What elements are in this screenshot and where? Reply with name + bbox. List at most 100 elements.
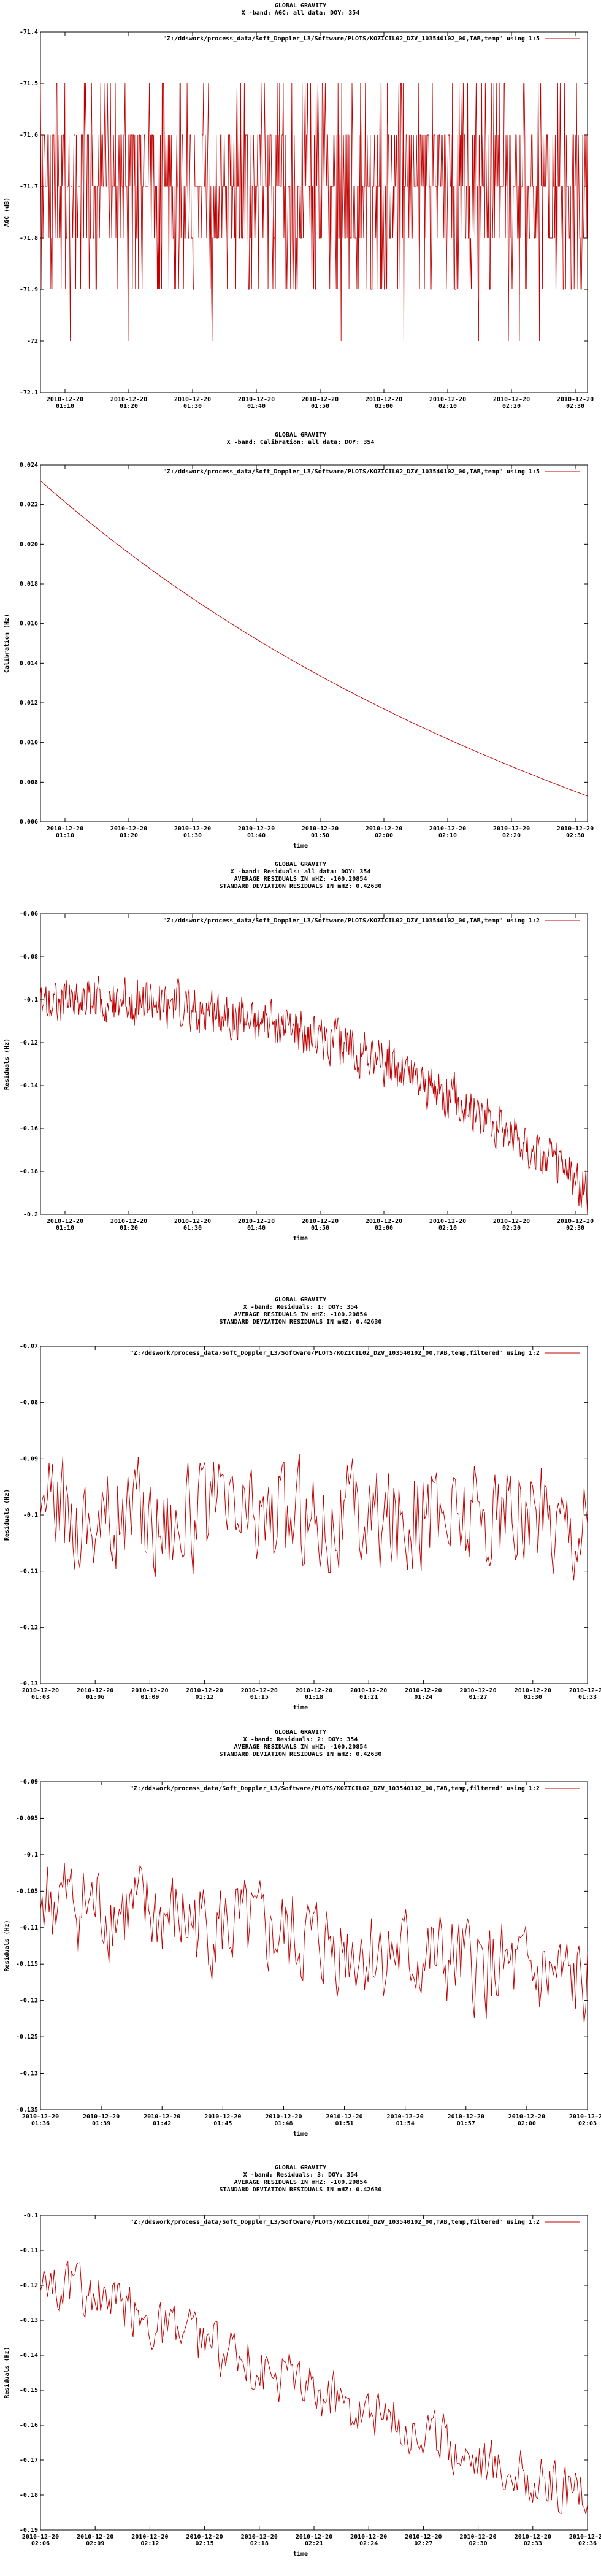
x-tick-label: 2010-12-20: [405, 1687, 442, 1694]
x-tick-label: 02:30: [566, 832, 584, 839]
series-line: [40, 83, 588, 342]
chart-title-line: AVERAGE RESIDUALS IN mHZ: -100.20854: [234, 876, 367, 883]
y-tick-label: 0.008: [20, 779, 38, 786]
x-tick-label: 2010-12-20: [366, 826, 402, 832]
chart-title-line: X -band: Residuals: 3: DOY: 354: [243, 2171, 358, 2179]
y-tick-label: -0.13: [20, 1681, 38, 1687]
x-tick-label: 02:15: [196, 2540, 214, 2547]
chart-title-line: STANDARD DEVIATION RESIDUALS IN mHZ: 0.4…: [220, 2187, 382, 2193]
x-tick-label: 02:18: [250, 2540, 269, 2547]
x-tick-label: 2010-12-20: [429, 396, 466, 403]
y-tick-label: 0.022: [20, 502, 38, 508]
legend-label: "Z:/ddswork/process_data/Soft_Doppler_L3…: [130, 1785, 540, 1792]
y-tick-label: -0.1: [23, 2212, 38, 2219]
x-tick-label: 2010-12-20: [131, 1687, 168, 1694]
x-tick-label: 01:09: [140, 1694, 159, 1701]
y-tick-label: -0.095: [16, 1815, 38, 1822]
x-tick-label: 02:12: [140, 2540, 159, 2547]
y-tick-label: -0.18: [20, 2492, 38, 2499]
chart-title-line: X -band: Residuals: all data: DOY: 354: [231, 868, 371, 875]
x-tick-label: 2010-12-20: [174, 396, 211, 403]
x-tick-label: 01:54: [396, 2120, 415, 2127]
x-tick-label: 2010-12-20: [448, 2114, 484, 2120]
y-axis-label: Calibration (Hz): [3, 614, 10, 673]
x-tick-label: 2010-12-20: [47, 1218, 83, 1225]
x-tick-label: 01:30: [183, 403, 202, 410]
x-tick-label: 02:36: [578, 2540, 597, 2547]
y-tick-label: 0.020: [20, 541, 38, 548]
x-tick-label: 2010-12-20: [387, 2114, 424, 2120]
y-tick-label: 0.018: [20, 581, 38, 588]
x-tick-label: 02:06: [31, 2540, 50, 2547]
x-tick-label: 2010-12-20: [296, 1687, 332, 1694]
x-tick-label: 01:30: [524, 1694, 542, 1701]
x-tick-label: 2010-12-20: [569, 2534, 601, 2540]
x-tick-label: 02:10: [438, 1225, 457, 1232]
y-tick-label: -0.19: [20, 2527, 38, 2534]
x-tick-label: 02:30: [469, 2540, 488, 2547]
y-tick-label: -0.1: [23, 1852, 38, 1858]
x-tick-label: 2010-12-20: [350, 1687, 387, 1694]
chart-title-line: X -band: Residuals: 2: DOY: 354: [243, 1736, 358, 1743]
x-tick-label: 2010-12-20: [515, 2534, 551, 2540]
y-tick-label: -0.12: [20, 1998, 38, 2004]
y-tick-label: -0.115: [16, 1961, 38, 1968]
x-tick-label: 02:10: [438, 832, 457, 839]
x-tick-label: 02:24: [359, 2540, 378, 2547]
x-tick-label: 2010-12-20: [47, 826, 83, 832]
x-tick-label: 2010-12-20: [238, 396, 275, 403]
x-tick-label: 2010-12-20: [493, 396, 530, 403]
plot-frame: [40, 31, 588, 393]
x-tick-label: 01:40: [247, 1225, 266, 1232]
y-axis-label: Residuals (Hz): [3, 1038, 10, 1090]
x-tick-label: 2010-12-20: [22, 2114, 59, 2120]
x-tick-label: 2010-12-20: [459, 2534, 496, 2540]
x-axis-label: time: [293, 1704, 308, 1711]
x-tick-label: 2010-12-20: [77, 1687, 113, 1694]
y-tick-label: 0.016: [20, 621, 38, 627]
x-tick-label: 01:10: [56, 1225, 74, 1232]
x-tick-label: 01:21: [359, 1694, 378, 1701]
x-tick-label: 2010-12-20: [265, 2114, 302, 2120]
series-line: [40, 480, 588, 797]
x-tick-label: 01:40: [247, 832, 266, 839]
x-tick-label: 2010-12-20: [83, 2114, 120, 2120]
x-tick-label: 01:36: [31, 2120, 50, 2127]
x-tick-label: 2010-12-20: [569, 2114, 601, 2120]
chart-title-line: X -band: Residuals: 1: DOY: 354: [243, 1303, 358, 1311]
y-axis-label: AGC (dB): [4, 197, 10, 227]
y-tick-label: -0.11: [20, 1568, 38, 1575]
x-tick-label: 02:20: [502, 403, 521, 410]
x-tick-label: 02:27: [414, 2540, 432, 2547]
y-tick-label: 0.024: [20, 462, 38, 469]
x-tick-label: 2010-12-20: [110, 396, 147, 403]
x-tick-label: 01:20: [120, 1225, 138, 1232]
y-tick-label: -0.12: [20, 1624, 38, 1631]
x-tick-label: 2010-12-20: [110, 826, 147, 832]
x-tick-label: 02:00: [375, 1225, 393, 1232]
chart-title-line: AVERAGE RESIDUALS IN mHZ: -100.20854: [234, 2179, 367, 2186]
series-line: [40, 2260, 588, 2515]
x-tick-label: 2010-12-20: [493, 1218, 530, 1225]
y-tick-label: -0.125: [16, 2034, 38, 2041]
x-tick-label: 01:20: [120, 832, 138, 839]
y-tick-label: -0.11: [20, 1925, 38, 1931]
x-tick-label: 01:51: [335, 2120, 354, 2127]
x-tick-label: 01:42: [153, 2120, 171, 2127]
chart-title-line: STANDARD DEVIATION RESIDUALS IN mHZ: 0.4…: [220, 883, 382, 890]
x-tick-label: 2010-12-20: [174, 1218, 211, 1225]
x-tick-label: 2010-12-20: [557, 1218, 594, 1225]
chart-title-line: AVERAGE RESIDUALS IN mHZ: -100.20854: [234, 1744, 367, 1750]
x-axis-label: time: [293, 842, 308, 849]
y-tick-label: -0.06: [20, 911, 38, 918]
y-tick-label: -0.09: [20, 1455, 38, 1462]
y-tick-label: -0.16: [20, 2422, 38, 2429]
x-tick-label: 2010-12-20: [326, 2114, 362, 2120]
x-tick-label: 2010-12-20: [186, 1687, 223, 1694]
x-tick-label: 01:57: [457, 2120, 475, 2127]
y-tick-label: -71.8: [20, 235, 38, 242]
